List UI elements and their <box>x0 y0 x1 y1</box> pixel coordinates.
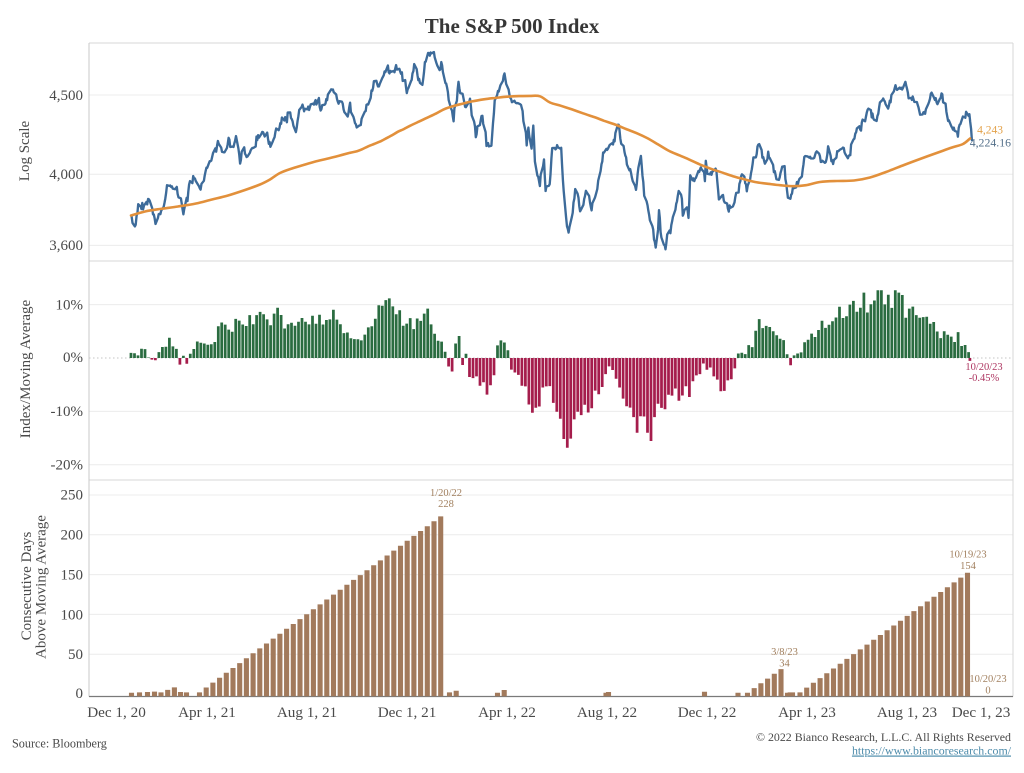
svg-text:Index/Moving Average: Index/Moving Average <box>18 299 34 438</box>
svg-text:10%: 10% <box>56 297 84 313</box>
svg-text:4,000: 4,000 <box>49 167 83 183</box>
svg-text:154: 154 <box>960 561 977 572</box>
svg-text:250: 250 <box>61 488 84 504</box>
svg-text:-0.45%: -0.45% <box>969 373 1000 384</box>
svg-text:The S&P 500 Index: The S&P 500 Index <box>425 14 600 38</box>
svg-text:https://www.biancoresearch.com: https://www.biancoresearch.com/ <box>852 744 1012 758</box>
svg-text:3/8/23: 3/8/23 <box>771 647 798 658</box>
svg-text:4,500: 4,500 <box>49 88 83 104</box>
svg-text:0: 0 <box>76 686 84 702</box>
svg-text:Dec 1, 20: Dec 1, 20 <box>87 704 146 721</box>
svg-text:-20%: -20% <box>51 458 84 474</box>
svg-text:Source: Bloomberg: Source: Bloomberg <box>12 737 107 751</box>
svg-text:© 2022 Bianco Research, L.L.C.: © 2022 Bianco Research, L.L.C. All Right… <box>756 730 1011 744</box>
svg-text:Dec 1, 22: Dec 1, 22 <box>678 704 737 721</box>
svg-text:Aug 1, 22: Aug 1, 22 <box>577 704 637 721</box>
svg-text:100: 100 <box>61 607 84 623</box>
svg-text:-10%: -10% <box>51 404 84 420</box>
svg-text:4,243: 4,243 <box>977 125 1003 137</box>
svg-text:Consecutive Days: Consecutive Days <box>19 531 35 640</box>
svg-text:4,224.16: 4,224.16 <box>970 136 1011 150</box>
svg-text:0: 0 <box>985 686 990 697</box>
svg-text:34: 34 <box>779 659 790 670</box>
svg-text:228: 228 <box>438 499 454 510</box>
svg-text:Apr 1, 23: Apr 1, 23 <box>778 704 836 721</box>
svg-text:1/20/22: 1/20/22 <box>430 488 462 499</box>
svg-text:3,600: 3,600 <box>49 238 83 254</box>
svg-text:10/19/23: 10/19/23 <box>949 550 986 561</box>
svg-text:Apr 1, 21: Apr 1, 21 <box>178 704 236 721</box>
svg-text:10/20/23: 10/20/23 <box>969 674 1006 685</box>
svg-text:Dec 1, 21: Dec 1, 21 <box>378 704 437 721</box>
svg-text:0%: 0% <box>63 350 83 366</box>
svg-text:Apr 1, 22: Apr 1, 22 <box>478 704 536 721</box>
svg-text:200: 200 <box>61 528 84 544</box>
svg-text:10/20/23: 10/20/23 <box>965 362 1002 373</box>
svg-text:50: 50 <box>68 647 83 663</box>
svg-text:Above Moving Average: Above Moving Average <box>33 515 49 659</box>
svg-text:Dec 1, 23: Dec 1, 23 <box>952 704 1011 721</box>
svg-text:Aug 1, 23: Aug 1, 23 <box>877 704 937 721</box>
svg-text:Log Scale: Log Scale <box>17 120 33 181</box>
svg-text:150: 150 <box>61 568 84 584</box>
svg-text:Aug 1, 21: Aug 1, 21 <box>277 704 337 721</box>
